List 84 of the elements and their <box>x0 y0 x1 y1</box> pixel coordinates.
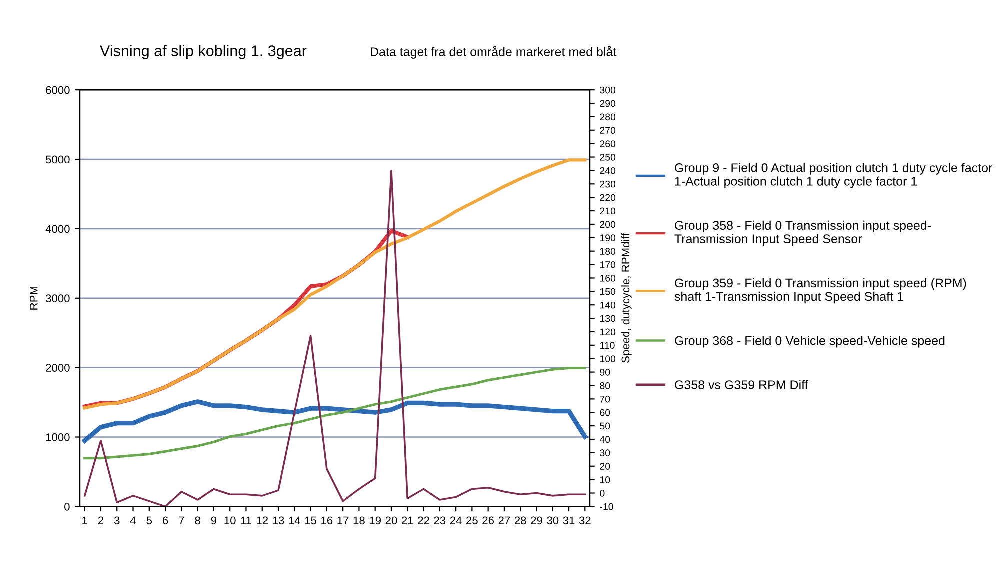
y-tick-label: 6000 <box>46 86 70 94</box>
y2-tick-label: 260 <box>600 140 616 148</box>
y2-tick-label: 300 <box>600 86 616 94</box>
y2-tick-label: 150 <box>600 288 616 296</box>
y2-tick-label: 50 <box>600 422 610 430</box>
y2-tick-label: 160 <box>600 274 616 282</box>
y-tick-label: 4000 <box>46 225 70 234</box>
y-tick-label: 2000 <box>46 364 70 372</box>
y2-tick-label: 250 <box>600 154 616 161</box>
x-tick-label: 26 <box>482 516 494 525</box>
y-tick-label: 3000 <box>46 294 70 303</box>
y2-tick-label: 10 <box>600 476 610 484</box>
x-tick-label: 27 <box>498 516 510 524</box>
y2-tick-label: 280 <box>600 114 616 121</box>
x-tick-label: 2 <box>98 516 104 524</box>
x-tick-label: 11 <box>241 516 252 524</box>
y2-tick-label: 70 <box>600 396 610 403</box>
y2-tick-label: 230 <box>600 180 616 188</box>
x-tick-label: 21 <box>402 516 414 524</box>
y2-tick-label: 290 <box>600 100 616 108</box>
y2-axis-title: Speed, dutycycle, RPMdiff <box>621 233 632 363</box>
y-tick-label: 5000 <box>46 156 70 164</box>
x-tick-label: 20 <box>386 516 398 525</box>
line-series <box>84 367 586 460</box>
x-tick-label: 31 <box>563 516 575 525</box>
x-tick-label: 17 <box>338 516 349 524</box>
y2-tick-label: 120 <box>600 328 616 336</box>
y2-tick-label: 110 <box>600 342 615 350</box>
x-tick-label: 23 <box>434 516 446 525</box>
x-tick-label: 13 <box>273 516 284 525</box>
x-tick-label: 29 <box>531 516 542 525</box>
x-tick-label: 30 <box>547 516 559 525</box>
y2-tick-label: 270 <box>600 127 616 134</box>
legend-label: G358 vs G359 RPM Diff <box>675 380 808 390</box>
x-tick-label: 3 <box>114 516 120 525</box>
legend-label: Group 359 - Field 0 Transmission input speed (RPM) shaft 1-Transmission Input Speed Shaft 1 <box>674 278 966 304</box>
legend-label: Group 9 - Field 0 Actual position clutch 1 duty cycle factor 1-Actual position clutch 1 duty cycle factor 1 <box>675 163 992 188</box>
y2-tick-label: 210 <box>600 208 616 215</box>
y2-tick-label: 180 <box>600 248 616 255</box>
x-tick-label: 5 <box>146 516 152 525</box>
x-tick-label: 18 <box>354 516 365 525</box>
line-series <box>82 400 588 444</box>
x-tick-label: 15 <box>305 516 317 525</box>
x-tick-label: 8 <box>195 516 200 525</box>
y2-tick-label: 20 <box>600 463 610 470</box>
x-tick-label: 25 <box>466 516 478 525</box>
legend-label: Group 368 - Field 0 Vehicle speed-Vehicle speed <box>675 336 945 348</box>
x-tick-label: 14 <box>289 516 301 524</box>
x-tick-label: 19 <box>370 516 381 525</box>
y2-tick-label: 200 <box>600 221 616 228</box>
y2-tick-label: 40 <box>600 436 610 444</box>
x-tick-label: 7 <box>179 516 184 524</box>
chart-title: Visning af slip kobling 1. 3gear <box>100 45 307 60</box>
y-tick-label: 1000 <box>46 434 70 442</box>
x-tick-label: 28 <box>514 516 526 525</box>
chart-subtitle: Data taget fra det område markeret med blåt <box>371 46 617 59</box>
y2-tick-label: 90 <box>600 369 610 376</box>
y-tick-label: 0 <box>64 502 70 511</box>
x-tick-label: 6 <box>163 516 168 525</box>
y2-tick-label: 60 <box>600 409 610 416</box>
x-tick-label: 24 <box>450 516 462 524</box>
y2-tick-label: 190 <box>600 234 616 242</box>
legend-label: Group 358 - Field 0 Transmission input speed- Transmission Input Speed Sensor <box>674 220 931 246</box>
x-tick-label: 32 <box>579 516 591 525</box>
y2-tick-label: 100 <box>600 356 616 362</box>
y2-tick-label: 140 <box>600 302 616 309</box>
line-series <box>83 158 587 410</box>
x-tick-label: 10 <box>224 516 236 525</box>
y2-tick-label: 220 <box>600 194 616 202</box>
y2-tick-label: 0 <box>600 490 605 497</box>
x-tick-label: 22 <box>418 516 430 524</box>
y2-tick-label: 240 <box>600 167 616 174</box>
y2-tick-label: 170 <box>600 262 616 268</box>
line-series <box>84 170 586 507</box>
x-tick-label: 4 <box>130 516 136 524</box>
y2-tick-label: 30 <box>600 450 610 457</box>
x-tick-label: 1 <box>82 516 88 524</box>
y-axis-title: RPM <box>30 286 38 310</box>
y2-tick-label: -10 <box>600 503 614 510</box>
x-tick-label: 9 <box>211 516 217 525</box>
x-tick-label: 16 <box>322 516 333 525</box>
x-tick-label: 12 <box>257 516 268 524</box>
y2-tick-label: 130 <box>600 315 616 322</box>
y2-tick-label: 80 <box>600 382 610 390</box>
